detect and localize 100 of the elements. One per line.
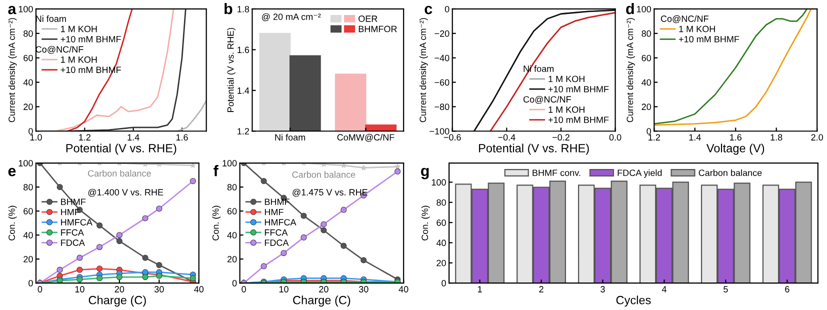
x-tick-label: 40	[194, 286, 204, 292]
y-tick-label: 0	[646, 128, 652, 134]
x-tick-label: 1.2	[648, 134, 660, 140]
x-tick-label: 30	[154, 286, 164, 292]
x-tick-label: 0.0	[609, 134, 622, 141]
y-tick-label: 100	[222, 160, 237, 166]
x-tick-label: 1.4	[689, 134, 701, 140]
annotation: Co@NC/NF	[523, 96, 571, 104]
y-tick-label: 60	[436, 220, 446, 226]
x-tick-label: 20	[114, 286, 124, 292]
x-tick-label: 0	[38, 286, 42, 292]
y-tick-label: 80	[642, 30, 652, 37]
y-tick-label: 40	[436, 240, 446, 246]
x-axis-title: Cycles	[616, 296, 651, 307]
y-tick-label: 80	[436, 199, 446, 206]
chart-subtitle: @ 20 mA cm⁻²	[262, 13, 321, 22]
legend-label: +10 mM BHMF	[548, 116, 609, 124]
text: @1.475 V vs. RHE	[292, 188, 368, 197]
y-tick-label: 1.6	[238, 46, 250, 54]
y-tick-label: 1.2	[238, 128, 250, 134]
x-tick-label: 20	[319, 286, 328, 292]
y-tick-label: 20	[436, 260, 446, 266]
chart-title: f	[214, 165, 218, 176]
legend-label: +10 mM BHMF	[678, 36, 740, 42]
y-tick-label: 100	[637, 6, 652, 12]
x-axis-title: Potential (V vs. RHE)	[479, 144, 589, 155]
y-axis-title: Current density (mA cm⁻²)	[626, 18, 635, 122]
legend-label: BHMF conv.	[532, 170, 580, 176]
x-tick-label: 2	[539, 286, 544, 292]
y-tick-label: 60	[24, 208, 33, 214]
y-tick-label: −60	[434, 79, 450, 86]
series-label: Carbon balance	[292, 171, 356, 178]
y-tick-label: 20	[24, 104, 33, 110]
legend-label: HMFCA	[264, 219, 296, 226]
x-tick-label: 1.6	[730, 134, 742, 141]
y-tick-label: 0	[28, 128, 33, 134]
legend-label: FDCA yield	[618, 169, 662, 178]
x-tick-label: 1.0	[30, 134, 42, 141]
x-tick-label: −0.4	[498, 134, 516, 141]
x-tick-label: 1.4	[128, 134, 140, 140]
y-tick-label: 0	[444, 6, 450, 12]
x-tick-label: CoMW@C/NF	[337, 134, 394, 142]
y-tick-label: 100	[18, 6, 33, 12]
x-tick-label: 2.0	[811, 134, 823, 141]
legend-label: HMF	[61, 208, 80, 216]
y-axis-title: Potential (V vs. RHE)	[227, 28, 236, 112]
y-tick-label: 40	[227, 232, 237, 238]
chart-title: d	[626, 2, 634, 14]
y-tick-label: −20	[434, 30, 450, 37]
x-tick-label: 5	[724, 286, 728, 292]
x-tick-label: 3	[600, 286, 605, 292]
y-tick-label: 40	[23, 79, 33, 86]
legend-label: FFCA	[264, 229, 288, 236]
x-tick-label: Ni foam	[275, 134, 306, 141]
y-axis-title: Con. (%)	[212, 206, 221, 240]
legend-label: FFCA	[61, 229, 84, 236]
legend-label: FDCA	[61, 240, 85, 246]
x-tick-label: 10	[279, 286, 288, 292]
legend-label: BHMF	[264, 198, 290, 205]
legend-label: 1 M KOH	[679, 26, 715, 32]
y-tick-label: 80	[24, 30, 33, 37]
legend-label: +10 mM BHMF	[548, 86, 609, 92]
legend-label: 1 M KOH	[61, 56, 97, 63]
y-tick-label: −100	[430, 128, 450, 134]
legend-label: +10 mM BHMF	[60, 36, 121, 42]
y-tick-label: −40	[434, 54, 450, 62]
legend-label: Carbon balance	[698, 169, 762, 176]
y-tick-label: 40	[23, 232, 33, 238]
y-tick-label: 60	[642, 54, 652, 62]
annotation: Co@NC/NF	[36, 46, 84, 54]
x-tick-label: −0.2	[552, 134, 570, 141]
y-tick-label: 0	[232, 280, 237, 286]
x-tick-label: −0.6	[444, 134, 461, 141]
y-tick-label: 20	[24, 256, 33, 262]
y-tick-label: 80	[227, 184, 237, 190]
y-tick-label: −80	[434, 104, 450, 110]
y-axis-title: Current density (mA cm⁻²)	[8, 18, 17, 122]
y-tick-label: 60	[24, 54, 33, 62]
x-tick-label: 30	[358, 286, 368, 292]
text: @1.400 V vs. RHE	[88, 188, 164, 197]
chart-title: c	[424, 6, 432, 14]
y-axis-title: Current density (mA cm⁻²)	[419, 18, 428, 122]
chart-title: b	[224, 2, 232, 14]
legend-label: 1 M KOH	[548, 76, 584, 82]
y-tick-label: 100	[432, 179, 446, 186]
x-axis-title: Charge (C)	[293, 296, 350, 307]
x-tick-label: 6	[785, 286, 790, 292]
legend-label: OER	[358, 16, 378, 22]
x-axis-title: Voltage (V)	[706, 144, 764, 155]
y-tick-label: 100	[18, 160, 33, 166]
legend-label: 1 M KOH	[548, 106, 584, 113]
chart-title: g	[421, 168, 429, 180]
y-tick-label: 20	[642, 104, 652, 110]
x-tick-label: 1.2	[79, 134, 90, 140]
y-tick-label: 1.4	[238, 87, 250, 94]
y-tick-label: 0	[442, 280, 446, 286]
legend-label: BHMFOR	[358, 26, 397, 32]
legend-label: HMFCA	[61, 219, 92, 226]
y-tick-label: 40	[642, 79, 652, 86]
x-tick-label: 4	[662, 286, 666, 292]
